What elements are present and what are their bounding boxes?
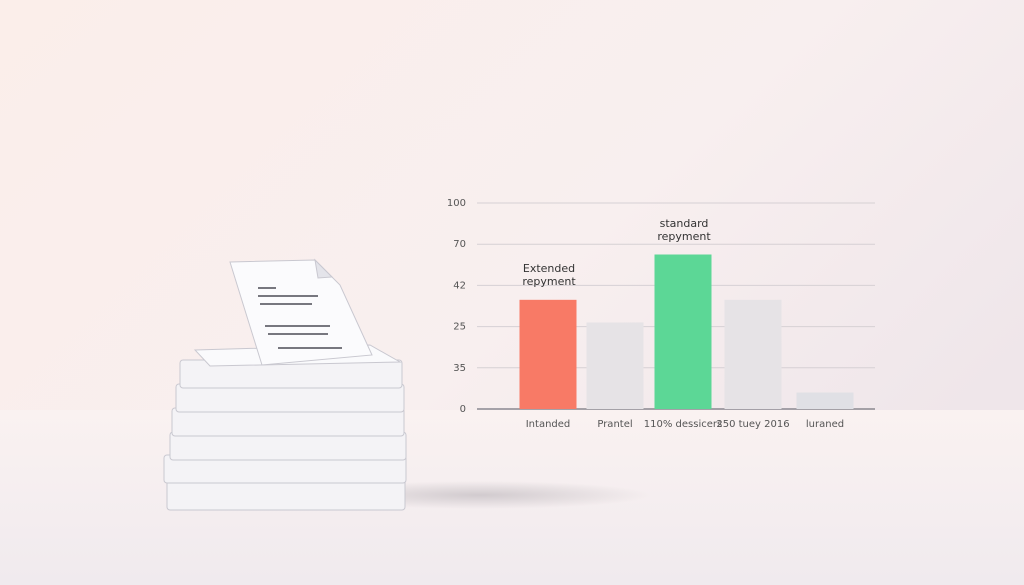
annotation: standard (660, 217, 709, 230)
bar (586, 322, 644, 409)
y-tick-label: 25 (453, 322, 466, 333)
annotation: repyment (522, 275, 576, 288)
y-tick-label: 0 (460, 404, 466, 415)
y-tick-label: 70 (453, 239, 466, 250)
x-tick-label: Prantel (597, 419, 632, 430)
bar (519, 299, 577, 409)
y-tick-label: 35 (453, 363, 466, 374)
y-tick-label: 42 (453, 280, 466, 291)
y-tick-label: 100 (447, 198, 466, 209)
bar (724, 299, 782, 409)
bar (654, 254, 712, 409)
annotation: Extended (523, 262, 575, 275)
paper-stack (163, 258, 407, 511)
x-tick-label: 110% dessicers (644, 419, 722, 430)
x-tick-label: 250 tuey 2016 (716, 419, 789, 430)
bar (796, 392, 854, 409)
x-tick-label: luraned (806, 419, 844, 430)
x-tick-label: Intanded (526, 419, 571, 430)
annotation: repyment (657, 230, 711, 243)
